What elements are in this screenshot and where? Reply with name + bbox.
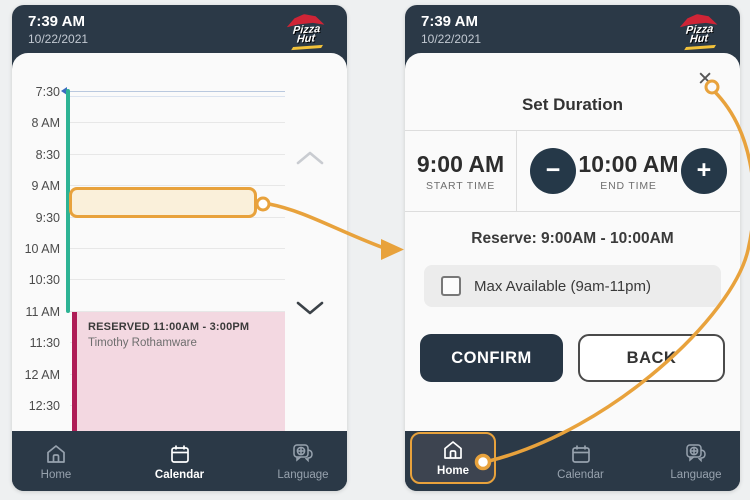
available-time-line [66, 89, 70, 313]
clock-block: 7:39 AM 10/22/2021 [28, 13, 88, 46]
nav-language-label: Language [670, 468, 722, 481]
status-date: 10/22/2021 [421, 32, 482, 46]
minus-icon: − [545, 155, 561, 184]
confirm-button[interactable]: CONFIRM [420, 334, 563, 382]
time-label: 12:30 [28, 399, 60, 413]
status-time: 7:39 AM [421, 13, 478, 30]
modal-actions: CONFIRM BACK [420, 334, 725, 382]
increase-end-time-button[interactable]: + [680, 148, 727, 194]
back-button[interactable]: BACK [578, 334, 725, 382]
bottom-nav: Home Calendar Language [12, 431, 347, 491]
time-label: 11:30 [29, 336, 60, 351]
plus-icon: + [696, 155, 712, 184]
status-date: 10/22/2021 [28, 32, 89, 46]
home-icon [444, 440, 462, 459]
modal-title: Set Duration [521, 95, 624, 114]
status-bar: 7:39 AM 10/22/2021 Pizza Hut [12, 5, 347, 61]
end-time-label: END TIME [600, 179, 657, 192]
start-time-cell: 9:00 AM START TIME [405, 131, 517, 211]
scroll-up-icon[interactable] [295, 150, 325, 166]
time-label: 11 AM [25, 304, 60, 319]
gridline [70, 91, 285, 97]
set-duration-modal: ✕ Set Duration 9:00 AM START TIME − 10:0… [405, 53, 740, 431]
nav-calendar[interactable]: Calendar [149, 442, 211, 481]
scroll-down-icon[interactable] [295, 300, 325, 316]
nav-home-label: Home [437, 464, 469, 477]
selected-time-slot[interactable] [69, 187, 257, 218]
calendar-icon [571, 445, 590, 463]
home-icon [47, 444, 65, 463]
time-label: 7:30 [35, 85, 60, 99]
end-time-value: 10:00 AM [578, 150, 679, 177]
nav-home-label: Home [40, 468, 72, 481]
gridline [70, 153, 285, 155]
time-label: 10 AM [24, 242, 60, 256]
time-label: 8:30 [35, 147, 60, 162]
bottom-nav: Home Calendar Language [405, 431, 740, 491]
time-picker-row: 9:00 AM START TIME − 10:00 AM END TIME + [405, 130, 740, 212]
reserved-time-line [72, 312, 77, 431]
current-time-marker-icon [57, 87, 67, 95]
pizza-hut-logo: Pizza Hut [278, 12, 334, 51]
time-label: 8 AM [31, 116, 61, 131]
language-icon [293, 443, 313, 462]
gridline [70, 310, 285, 312]
nav-calendar-label: Calendar [557, 468, 604, 481]
calendar-screen: 7:39 AM 10/22/2021 Pizza Hut 7:30 8 AM 8:… [12, 5, 347, 491]
gridline [70, 248, 285, 249]
calendar-icon [170, 445, 189, 463]
reserve-summary: Reserve: 9:00AM - 10:00AM [471, 230, 674, 247]
reservation-title: RESERVED 11:00AM - 3:00PM [88, 321, 250, 333]
time-label: 10:30 [28, 273, 60, 288]
status-bar: 7:39 AM 10/22/2021 Pizza Hut [405, 5, 740, 61]
time-label: 9:30 [35, 210, 60, 225]
nav-home[interactable]: Home [25, 442, 87, 481]
max-available-label: Max Available (9am-11pm) [474, 277, 652, 295]
nav-calendar[interactable]: Calendar [550, 442, 612, 481]
close-icon[interactable]: ✕ [697, 69, 713, 90]
start-time-value: 9:00 AM [416, 150, 505, 177]
nav-calendar-label: Calendar [154, 468, 205, 481]
reservation-name: Timothy Rothamware [88, 337, 197, 349]
gridline [70, 122, 285, 124]
arrowhead-icon [381, 239, 404, 260]
nav-home[interactable]: Home [410, 431, 496, 484]
end-time-cell: − 10:00 AM END TIME + [517, 131, 740, 211]
gridline [70, 185, 285, 187]
gridline [70, 279, 285, 281]
calendar-card: 7:30 8 AM 8:30 9 AM 9:30 10 AM 10:30 11 … [12, 53, 347, 431]
clock-block: 7:39 AM 10/22/2021 [421, 13, 481, 46]
set-duration-screen: 7:39 AM 10/22/2021 Pizza Hut ✕ Set Durati… [405, 5, 740, 491]
max-available-checkbox[interactable] [441, 276, 461, 296]
time-label: 9 AM [31, 179, 61, 194]
nav-language-label: Language [277, 468, 329, 481]
status-time: 7:39 AM [28, 13, 85, 30]
max-available-option[interactable]: Max Available (9am-11pm) [424, 265, 721, 307]
nav-language[interactable]: Language [272, 442, 334, 481]
language-icon [686, 443, 706, 462]
start-time-label: START TIME [425, 179, 496, 192]
time-label: 12 AM [24, 367, 60, 382]
decrease-end-time-button[interactable]: − [530, 148, 576, 194]
pizza-hut-logo: Pizza Hut [671, 12, 727, 51]
nav-language[interactable]: Language [665, 442, 727, 481]
reservation-block[interactable]: RESERVED 11:00AM - 3:00PM Timothy Rotham… [77, 312, 285, 431]
